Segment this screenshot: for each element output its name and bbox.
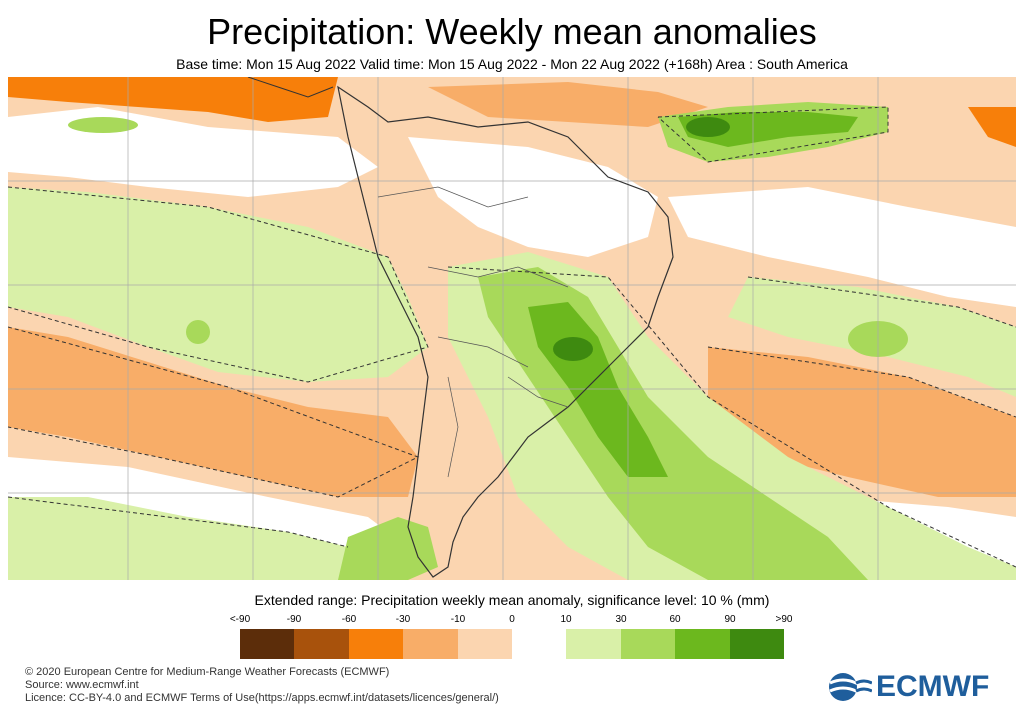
- neutral-region-4: [668, 187, 1016, 307]
- page-subtitle: Base time: Mon 15 Aug 2022 Valid time: M…: [176, 56, 848, 72]
- wet-band-south-pacific: [8, 497, 348, 580]
- legend-label: -30: [395, 614, 411, 625]
- legend-swatch: [240, 629, 295, 659]
- legend-swatch: [566, 629, 621, 659]
- central-america-coastline: [247, 77, 334, 98]
- legend-swatch: [729, 629, 785, 659]
- wet-region-southern-cone: [338, 517, 438, 580]
- footer-source: Source: www.ecmwf.int: [25, 679, 139, 691]
- legend-label: -10: [450, 614, 466, 625]
- footer-copyright: © 2020 European Centre for Medium-Range …: [25, 666, 390, 678]
- dry-region-north-atlantic: [428, 82, 708, 127]
- legend-title: Extended range: Precipitation weekly mea…: [254, 592, 770, 608]
- legend-label: 30: [615, 614, 627, 625]
- ecmwf-logo-text: ECMWF: [876, 670, 990, 703]
- ecmwf-logo: ECMWF: [828, 670, 1008, 703]
- dry-region-north-pacific: [8, 77, 338, 122]
- legend-swatch: [294, 629, 349, 659]
- map-canvas: [8, 77, 1016, 580]
- legend-colorbar: [240, 629, 785, 659]
- south-america-coastline: [337, 85, 674, 578]
- anomaly-map: [8, 77, 1016, 580]
- legend-swatch: [348, 629, 404, 659]
- legend-label: 90: [724, 614, 736, 625]
- wet-spot-pacific: [186, 320, 210, 344]
- legend-swatch: [512, 629, 567, 659]
- country-borders: [377, 186, 569, 478]
- legend-swatch: [675, 629, 730, 659]
- page-title: Precipitation: Weekly mean anomalies: [207, 11, 817, 52]
- dry-band-south-pacific: [8, 327, 418, 497]
- wet-center-extreme: [553, 337, 593, 361]
- ecmwf-logo-icon: [829, 673, 872, 701]
- dry-region-northeast: [968, 107, 1016, 147]
- wet-spot-north-pacific: [68, 117, 138, 133]
- neutral-region-2: [408, 137, 658, 257]
- legend-label: 0: [509, 614, 515, 625]
- graticule: [8, 77, 1016, 580]
- legend-label: >90: [775, 614, 793, 625]
- legend-labels: <-90 -90 -60 -30 -10 0 10 30 60 90 >90: [200, 614, 840, 628]
- legend-label: <-90: [229, 614, 251, 625]
- legend-label: -90: [286, 614, 302, 625]
- wet-band-pacific: [8, 187, 428, 382]
- legend-swatch: [403, 629, 458, 659]
- footer-licence: Licence: CC-BY-4.0 and ECMWF Terms of Us…: [25, 692, 499, 704]
- legend-label: 10: [560, 614, 572, 625]
- legend-label: 60: [669, 614, 681, 625]
- legend-swatch: [457, 629, 513, 659]
- wet-region-north-atlantic-max: [686, 117, 730, 137]
- significance-contours: [8, 106, 1016, 568]
- legend-label: -60: [341, 614, 357, 625]
- legend-swatch: [620, 629, 676, 659]
- footer: © 2020 European Centre for Medium-Range …: [25, 666, 499, 705]
